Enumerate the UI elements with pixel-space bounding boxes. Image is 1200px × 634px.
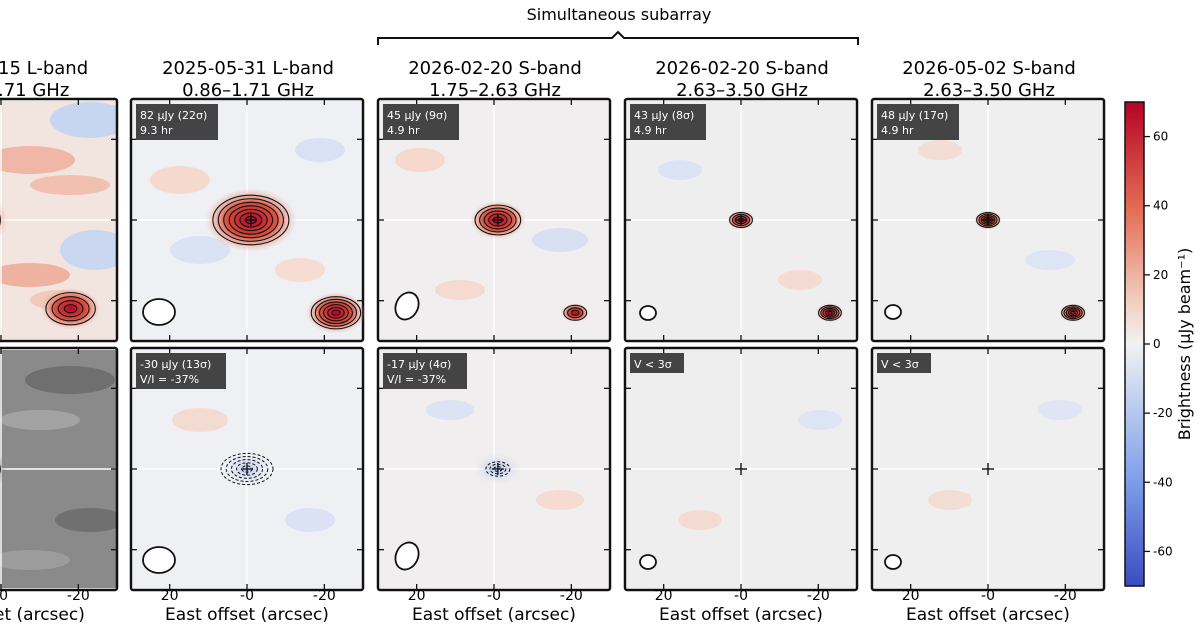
time-label: 4.9 hr bbox=[881, 124, 914, 137]
flux-label: 82 μJy (22σ) bbox=[140, 109, 207, 122]
colorbar-tick-label: -20 bbox=[1153, 406, 1173, 420]
beam-ellipse bbox=[143, 547, 175, 573]
colorbar-ticks: 60 40 20 0 -20 -40 -60 bbox=[1144, 130, 1173, 559]
source-I bbox=[1059, 303, 1087, 322]
col0-xlabel: et (arcsec) bbox=[0, 605, 85, 625]
col1-xlabel: East offset (arcsec) bbox=[165, 605, 329, 625]
x-tick-label: -0 bbox=[981, 588, 995, 604]
x-tick-label: 20 bbox=[902, 588, 920, 604]
flux-label: V < 3σ bbox=[634, 358, 672, 371]
beam-ellipse bbox=[885, 305, 901, 319]
x-tick-label: 20 bbox=[655, 588, 673, 604]
col4-xlabel: East offset (arcsec) bbox=[906, 605, 1070, 625]
x-tick-label: 20 bbox=[161, 588, 179, 604]
source-I bbox=[41, 288, 101, 330]
flux-label: -30 μJy (13σ) bbox=[140, 358, 211, 371]
col2-xlabel: East offset (arcsec) bbox=[412, 605, 576, 625]
x-tick-label: -0 bbox=[487, 588, 501, 604]
source-I bbox=[205, 188, 297, 252]
beam-ellipse bbox=[143, 299, 175, 325]
x-tick-label: -20 bbox=[1054, 588, 1077, 604]
time-label: 4.9 hr bbox=[387, 124, 420, 137]
subarray-bracket bbox=[378, 32, 858, 45]
labelbox-v-c3: V < 3σ bbox=[630, 353, 684, 373]
flux-label: V < 3σ bbox=[881, 358, 919, 371]
x-tick-label: -0 bbox=[0, 588, 8, 604]
colorbar-tick-label: 60 bbox=[1153, 130, 1168, 144]
panel-backgrounds bbox=[0, 101, 1102, 588]
col4-title: 2026-05-02 S-band bbox=[902, 58, 1076, 79]
beam-ellipse bbox=[885, 555, 901, 569]
flux-label: -17 μJy (4σ) bbox=[387, 358, 451, 371]
colorbar-tick-label: -60 bbox=[1153, 544, 1173, 558]
x-tick-label: -20 bbox=[560, 588, 583, 604]
colorbar-label: Brightness (μJy beam⁻¹) bbox=[1175, 248, 1194, 441]
labelbox-i-c1: 82 μJy (22σ) 9.3 hr bbox=[136, 104, 218, 140]
flux-label: 45 μJy (9σ) bbox=[387, 109, 447, 122]
fraction-label: V/I = -37% bbox=[387, 373, 446, 386]
col2-title: 2026-02-20 S-band bbox=[408, 58, 582, 79]
colorbar-tick-label: 40 bbox=[1153, 199, 1168, 213]
source-V bbox=[474, 453, 522, 485]
x-tick-label: -20 bbox=[67, 588, 90, 604]
source-I bbox=[561, 303, 589, 322]
beam-ellipse bbox=[640, 555, 656, 569]
labelbox-i-c2: 45 μJy (9σ) 4.9 hr bbox=[383, 104, 459, 140]
time-label: 4.9 hr bbox=[634, 124, 667, 137]
x-tick-label: -20 bbox=[807, 588, 830, 604]
col3-title: 2026-02-20 S-band bbox=[655, 58, 829, 79]
flux-label: 43 μJy (8σ) bbox=[634, 109, 694, 122]
x-tick-label: 20 bbox=[408, 588, 426, 604]
subarray-label: Simultaneous subarray bbox=[527, 5, 712, 24]
colorbar: 60 40 20 0 -20 -40 -60 Brightness (μJy beam⁻¹) bbox=[1125, 102, 1194, 586]
source-I bbox=[727, 210, 755, 229]
fraction-label: V/I = -37% bbox=[140, 373, 199, 386]
time-label: 9.3 hr bbox=[140, 124, 173, 137]
source-I bbox=[306, 292, 366, 334]
source-I bbox=[974, 210, 1002, 229]
x-tick-label: -20 bbox=[313, 588, 336, 604]
labelbox-v-c2: -17 μJy (4σ) V/I = -37% bbox=[383, 353, 467, 389]
source-I bbox=[816, 303, 844, 322]
source-I bbox=[470, 201, 525, 239]
colorbar-tick-label: -40 bbox=[1153, 475, 1173, 489]
colorbar-tick-label: 20 bbox=[1153, 268, 1168, 282]
col0-title: 15 L-band bbox=[0, 58, 88, 79]
flux-label: 48 μJy (17σ) bbox=[881, 109, 948, 122]
colorbar-tick-label: 0 bbox=[1153, 337, 1161, 351]
labelbox-i-c4: 48 μJy (17σ) 4.9 hr bbox=[877, 104, 959, 140]
beam-ellipse bbox=[640, 306, 656, 320]
labelbox-v-c1: -30 μJy (13σ) V/I = -37% bbox=[136, 353, 226, 389]
labelbox-i-c3: 43 μJy (8σ) 4.9 hr bbox=[630, 104, 706, 140]
x-tick-label: -0 bbox=[734, 588, 748, 604]
x-tick-label: -0 bbox=[240, 588, 254, 604]
col3-xlabel: East offset (arcsec) bbox=[659, 605, 823, 625]
colorbar-gradient bbox=[1125, 102, 1144, 586]
col1-title: 2025-05-31 L-band bbox=[162, 58, 334, 79]
labelbox-v-c4: V < 3σ bbox=[877, 353, 931, 373]
